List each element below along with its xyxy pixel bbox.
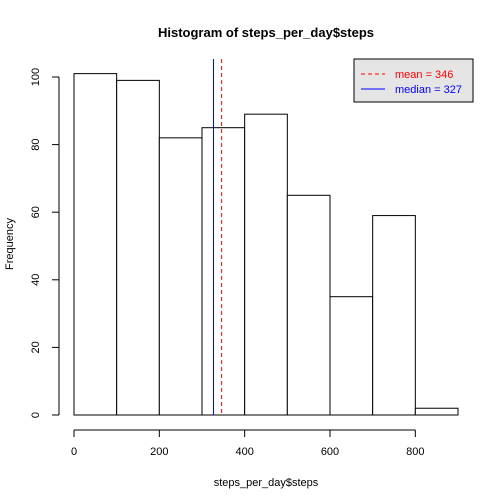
histogram-bar-8 [414,407,459,416]
chart-title: Histogram of steps_per_day$steps [158,25,374,40]
histogram-bar-3 [201,127,246,416]
legend-box [353,58,474,103]
y-tick-label: 80 [30,138,42,150]
x-axis-label: steps_per_day$steps [214,477,319,489]
y-axis: 0 20 40 60 80 100 [30,68,60,418]
y-axis-label: Frequency [4,218,16,270]
y-tick-label: 100 [30,68,42,86]
x-tick-label: 400 [235,446,253,458]
histogram-bar-2 [158,137,203,416]
legend-median-label: median = 327 [395,84,462,96]
x-tick-label: 800 [406,446,424,458]
bars-group [73,73,459,416]
histogram-bar-7 [372,215,416,416]
y-tick-label: 40 [30,274,42,286]
x-tick-label: 0 [71,446,77,458]
histogram-bar-1 [116,79,160,416]
x-axis: 0 200 400 600 800 [71,429,425,458]
histogram-bar-0 [73,73,118,416]
legend: mean = 346 median = 327 [353,58,474,103]
reference-lines [213,59,223,415]
legend-mean-label: mean = 346 [395,69,453,81]
y-tick-label: 60 [30,206,42,218]
histogram-bar-5 [286,194,331,416]
histogram-bar-4 [244,113,288,416]
y-tick-label: 0 [30,412,42,418]
x-tick-label: 200 [150,446,168,458]
x-tick-label: 600 [321,446,339,458]
y-tick-label: 20 [30,341,42,353]
histogram-bar-6 [329,296,374,416]
